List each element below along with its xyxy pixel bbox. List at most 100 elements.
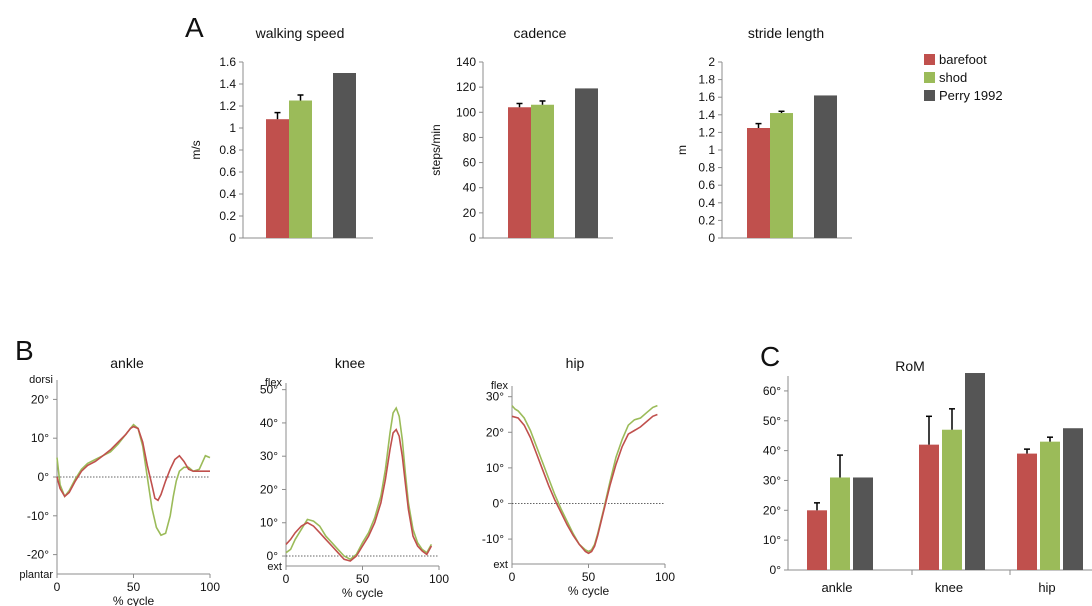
stride_length-ylabel: m <box>675 145 689 155</box>
rom-bar-hip-perry <box>1063 428 1083 570</box>
knee-top-label: flex <box>265 377 283 389</box>
rom-bar-ankle-shod <box>830 477 850 570</box>
walking_speed-ytick-label: 1 <box>229 121 236 135</box>
hip-bottom-label: ext <box>493 559 508 571</box>
cadence-ytick-label: 100 <box>456 105 476 119</box>
ankle-xtick-label: 0 <box>54 580 61 594</box>
walking_speed-ytick-label: 0.8 <box>219 143 236 157</box>
cadence-bar-perry <box>575 88 598 239</box>
legend-label-barefoot: barefoot <box>939 52 987 67</box>
rom-ytick-label: 60° <box>763 384 781 398</box>
ankle-ytick-label: 10° <box>31 431 49 445</box>
walking_speed-ytick-label: 0.2 <box>219 209 236 223</box>
walking_speed-ytick-label: 0.4 <box>219 187 236 201</box>
rom-bar-ankle-barefoot <box>807 510 827 570</box>
hip-top-label: flex <box>491 380 509 392</box>
stride_length-bar-barefoot <box>747 128 770 238</box>
stride_length-ytick-label: 1.8 <box>698 73 715 87</box>
rom-ytick-label: 30° <box>763 473 781 487</box>
hip-xtick-label: 50 <box>582 570 596 584</box>
stride_length-ytick-label: 1.2 <box>698 125 715 139</box>
stride_length-ytick-label: 0 <box>708 231 715 245</box>
panel-label-c: C <box>760 341 780 372</box>
knee-ytick-label: 20° <box>260 482 278 496</box>
knee-xtick-label: 50 <box>356 572 370 586</box>
hip-xlabel: % cycle <box>568 584 610 598</box>
cadence-ylabel: steps/min <box>429 124 443 175</box>
hip-ytick-label: 30° <box>486 390 504 404</box>
hip-title: hip <box>566 355 585 371</box>
ankle-line-barefoot <box>56 425 210 502</box>
knee-ytick-label: 0° <box>267 549 279 563</box>
hip-ytick-label: 10° <box>486 461 504 475</box>
stride_length-ytick-label: 0.2 <box>698 213 715 227</box>
knee-ytick-label: 10° <box>260 516 278 530</box>
ankle-ytick-label: 20° <box>31 392 49 406</box>
knee-ytick-label: 40° <box>260 416 278 430</box>
cadence-ytick-label: 140 <box>456 55 476 69</box>
rom-category-label: knee <box>935 580 963 595</box>
stride_length-ytick-label: 1.6 <box>698 90 715 104</box>
ankle-bottom-label: plantar <box>19 569 53 581</box>
stride_length-title: stride length <box>748 25 824 41</box>
walking_speed-ylabel: m/s <box>189 140 203 159</box>
cadence-ytick-label: 20 <box>463 206 477 220</box>
stride_length-ytick-label: 2 <box>708 55 715 69</box>
ankle-ytick-label: -10° <box>27 509 49 523</box>
rom-ytick-label: 10° <box>763 533 781 547</box>
knee-bottom-label: ext <box>267 561 282 573</box>
knee-xlabel: % cycle <box>342 586 384 600</box>
ankle-xtick-label: 100 <box>200 580 220 594</box>
panel-label-b: B <box>15 335 34 366</box>
legend: barefoot shod Perry 1992 <box>924 52 1003 103</box>
cadence-ytick-label: 120 <box>456 80 476 94</box>
walking_speed-title: walking speed <box>255 25 345 41</box>
ankle-xlabel: % cycle <box>113 594 155 606</box>
walking_speed-ytick-label: 0.6 <box>219 165 236 179</box>
knee-ytick-label: 30° <box>260 449 278 463</box>
cadence-ytick-label: 80 <box>463 130 477 144</box>
hip-line-shod <box>511 404 658 553</box>
cadence-ytick-label: 60 <box>463 156 477 170</box>
rom-ytick-label: 50° <box>763 414 781 428</box>
walking_speed-bar-perry <box>333 73 356 238</box>
walking_speed-ytick-label: 1.2 <box>219 99 236 113</box>
ankle-title: ankle <box>110 355 144 371</box>
panel-label-a: A <box>185 12 204 43</box>
cadence-bar-shod <box>531 104 554 238</box>
walking_speed-ytick-label: 1.4 <box>219 77 236 91</box>
walking_speed-ytick-label: 1.6 <box>219 55 236 69</box>
charts-layer: walking speed 0 0.2 0.4 0.6 0.8 1 1.2 1.4 1.6 m/s c… <box>19 25 1092 606</box>
ankle-ytick-label: -20° <box>27 548 49 562</box>
rom-ytick-label: 40° <box>763 444 781 458</box>
rom-bar-knee-perry <box>965 373 985 570</box>
rom-bar-ankle-perry <box>853 477 873 570</box>
legend-swatch-barefoot <box>924 54 935 65</box>
walking_speed-bar-barefoot <box>266 119 289 238</box>
walking_speed-ytick-label: 0 <box>229 231 236 245</box>
hip-ytick-label: -10° <box>482 532 504 546</box>
rom-ytick-label: 0° <box>770 563 782 577</box>
legend-swatch-perry <box>924 90 935 101</box>
rom-category-label: hip <box>1038 580 1055 595</box>
legend-label-shod: shod <box>939 70 967 85</box>
knee-xtick-label: 0 <box>283 572 290 586</box>
ankle-line-shod <box>56 423 211 537</box>
cadence-ytick-label: 40 <box>463 181 477 195</box>
hip-ytick-label: 0° <box>493 496 505 510</box>
cadence-title: cadence <box>514 25 567 41</box>
stride_length-ytick-label: 0.8 <box>698 161 715 175</box>
stride_length-ytick-label: 1 <box>708 143 715 157</box>
knee-line-barefoot <box>285 428 433 562</box>
walking_speed-bar-shod <box>289 100 312 238</box>
knee-xtick-label: 100 <box>429 572 449 586</box>
cadence-ytick-label: 0 <box>469 231 476 245</box>
ankle-top-label: dorsi <box>29 374 53 386</box>
rom-bar-hip-shod <box>1040 441 1060 570</box>
rom-ytick-label: 20° <box>763 503 781 517</box>
knee-title: knee <box>335 355 366 371</box>
stride_length-bar-perry <box>814 95 837 238</box>
hip-xtick-label: 0 <box>509 570 516 584</box>
rom-bar-knee-shod <box>942 429 962 570</box>
